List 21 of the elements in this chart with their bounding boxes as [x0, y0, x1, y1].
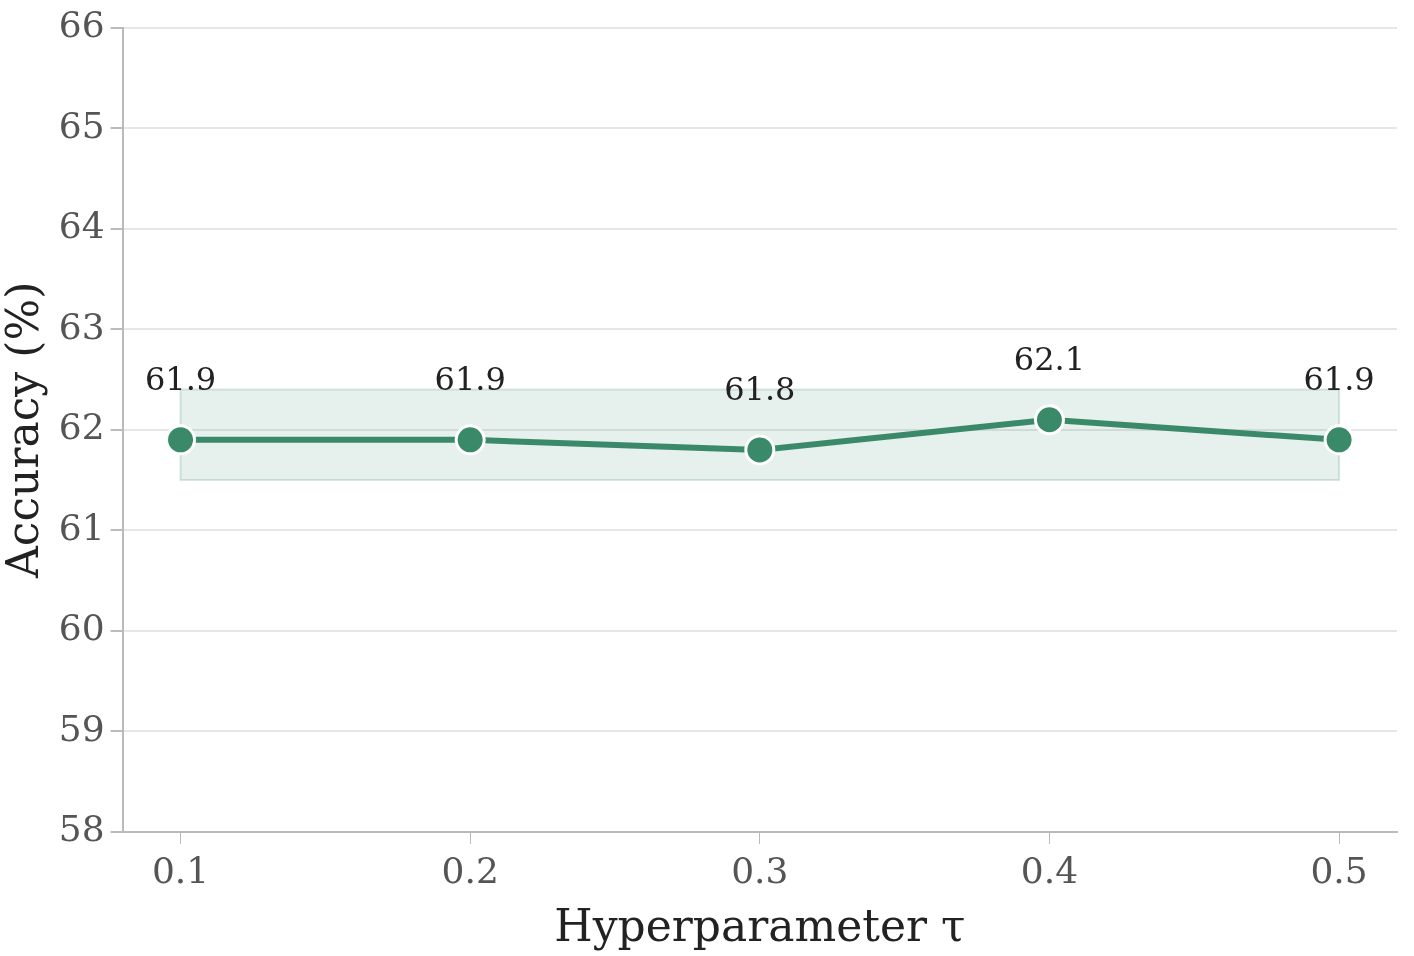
y-tick-label: 63 — [58, 305, 105, 347]
data-label: 61.9 — [144, 360, 217, 399]
y-tick-label: 65 — [58, 104, 105, 146]
y-axis-title: Accuracy (%) — [0, 281, 48, 579]
x-tick-label: 0.2 — [441, 849, 499, 891]
y-tick-label: 59 — [58, 707, 105, 749]
y-tick-label: 64 — [58, 205, 105, 247]
data-label: 61.9 — [1303, 360, 1375, 399]
data-label: 61.9 — [434, 360, 506, 399]
y-tick-label: 66 — [58, 3, 105, 45]
y-tick-label: 60 — [58, 607, 105, 649]
x-axis-title: Hyperparameter τ — [554, 900, 966, 952]
y-tick-label: 62 — [58, 406, 105, 448]
y-tick-label: 58 — [58, 808, 105, 850]
x-tick-label: 0.5 — [1310, 849, 1368, 891]
x-tick-label: 0.4 — [1020, 849, 1079, 891]
data-label: 62.1 — [1013, 340, 1086, 379]
data-label: 61.8 — [724, 370, 796, 409]
x-tick-label: 0.1 — [151, 849, 210, 891]
y-tick-label: 61 — [58, 506, 105, 548]
x-tick-label: 0.3 — [731, 849, 789, 891]
